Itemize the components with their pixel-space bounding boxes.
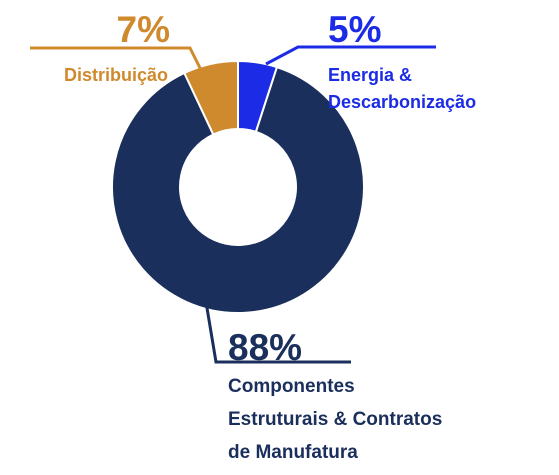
value-label: 7% xyxy=(117,9,170,50)
category-label: Energia & Descarbonização xyxy=(328,65,476,112)
leader-line xyxy=(30,46,208,81)
value-label: 88% xyxy=(228,327,302,368)
category-line: Distribuição xyxy=(64,65,168,85)
category-line: Energia & xyxy=(328,65,412,85)
category-line: Estruturais & Contratos xyxy=(228,409,442,430)
category-label: Distribuição xyxy=(64,65,168,85)
category-line: Descarbonização xyxy=(328,92,476,112)
category-line: de Manufatura xyxy=(228,442,358,463)
leader-line xyxy=(204,301,351,364)
value-label: 5% xyxy=(328,9,381,50)
donut-slice xyxy=(111,65,365,314)
category-line: Componentes xyxy=(228,376,355,397)
leader-line xyxy=(265,45,436,66)
category-label: Componentes Estruturais & Contratos de Man… xyxy=(228,376,442,463)
